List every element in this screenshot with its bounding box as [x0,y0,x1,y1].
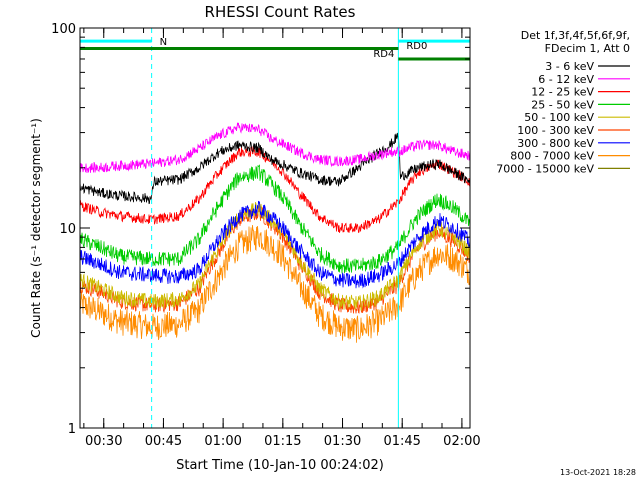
y-axis-label: Count Rate (s⁻¹ detector segment⁻¹) [29,118,43,338]
legend-header-line: FDecim 1, Att 0 [545,42,630,55]
y-tick-label: 100 [51,22,76,37]
chart-title: RHESSI Count Rates [205,3,356,21]
legend-label: 100 - 300 keV [517,124,594,137]
x-tick-label: 00:30 [85,434,122,449]
y-tick-label: 10 [59,222,76,237]
x-tick-label: 01:00 [204,434,241,449]
series-line-7 [80,200,470,289]
x-tick-label: 01:30 [324,434,361,449]
legend-label: 50 - 100 keV [524,111,594,124]
series-line-6 [80,206,470,314]
series-line-3 [80,146,470,234]
legend-label: 12 - 25 keV [531,86,594,99]
rd4-label: RD4 [373,49,394,60]
footer-timestamp: 13-Oct-2021 18:28 [560,468,636,477]
x-tick-label: 01:45 [383,434,420,449]
legend-label: 7000 - 15000 keV [496,162,594,175]
y-tick-label: 1 [68,422,76,437]
x-tick-label: 02:00 [443,434,480,449]
legend-header-line: Det 1f,3f,4f,5f,6f,9f, [521,29,630,42]
legend-label: 800 - 7000 keV [510,150,594,163]
legend-label: 25 - 50 keV [531,98,594,111]
night-label: N [160,37,167,48]
legend-label: 300 - 800 keV [517,137,594,150]
series-line-8 [80,224,470,343]
axes-layer: 00:30 00:45 01:00 01:15 01:30 01:45 02:00 1 10 10… [51,22,480,449]
series-line-5 [80,201,470,312]
x-tick-label: 00:45 [145,434,182,449]
series-line-2 [80,122,470,174]
rd0-label: RD0 [406,41,427,52]
legend-label: 6 - 12 keV [538,73,594,86]
x-axis-label: Start Time (10-Jan-10 00:24:02) [176,458,384,473]
x-tick-label: 01:15 [264,434,301,449]
series-line-1 [80,132,470,205]
legend-label: 3 - 6 keV [545,60,594,73]
series-line-4 [80,164,470,274]
series-layer [80,122,470,343]
legend: Det 1f,3f,4f,5f,6f,9f,FDecim 1, Att 0 3 -… [496,29,630,175]
